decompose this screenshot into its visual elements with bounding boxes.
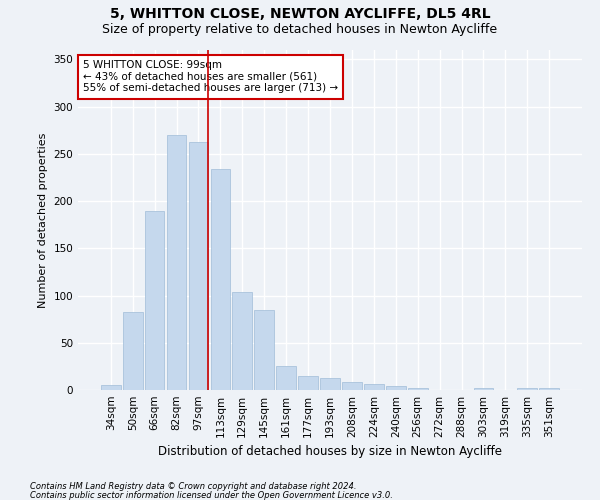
- Bar: [145, 210, 164, 390]
- Bar: [342, 382, 362, 390]
- Bar: [298, 376, 318, 390]
- Y-axis label: Number of detached properties: Number of detached properties: [38, 132, 48, 308]
- Bar: [211, 169, 230, 390]
- Bar: [167, 135, 187, 390]
- Bar: [473, 388, 493, 390]
- Bar: [232, 292, 252, 390]
- Text: Contains HM Land Registry data © Crown copyright and database right 2024.: Contains HM Land Registry data © Crown c…: [30, 482, 356, 491]
- Bar: [539, 388, 559, 390]
- Bar: [386, 386, 406, 390]
- Bar: [408, 388, 428, 390]
- Bar: [188, 142, 208, 390]
- Bar: [320, 378, 340, 390]
- Text: 5, WHITTON CLOSE, NEWTON AYCLIFFE, DL5 4RL: 5, WHITTON CLOSE, NEWTON AYCLIFFE, DL5 4…: [110, 8, 490, 22]
- Text: Size of property relative to detached houses in Newton Aycliffe: Size of property relative to detached ho…: [103, 22, 497, 36]
- Text: 5 WHITTON CLOSE: 99sqm
← 43% of detached houses are smaller (561)
55% of semi-de: 5 WHITTON CLOSE: 99sqm ← 43% of detached…: [83, 60, 338, 94]
- Bar: [276, 366, 296, 390]
- Bar: [517, 388, 537, 390]
- Bar: [364, 384, 384, 390]
- Bar: [123, 312, 143, 390]
- Bar: [101, 386, 121, 390]
- X-axis label: Distribution of detached houses by size in Newton Aycliffe: Distribution of detached houses by size …: [158, 446, 502, 458]
- Text: Contains public sector information licensed under the Open Government Licence v3: Contains public sector information licen…: [30, 490, 393, 500]
- Bar: [254, 310, 274, 390]
